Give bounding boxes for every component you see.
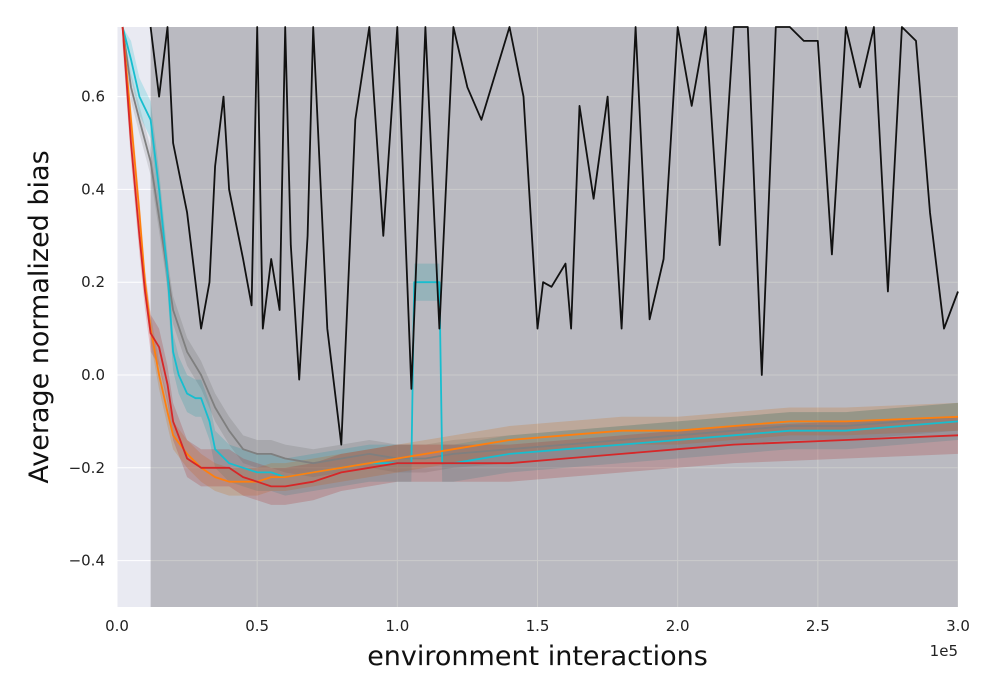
grid: [116, 27, 959, 607]
x-tick-label: 1.5: [526, 617, 550, 635]
y-tick-label: 0.6: [81, 88, 105, 106]
x-tick-labels: 0.0 0.5 1.0 1.5 2.0 2.5 3.0: [105, 617, 970, 635]
x-tick-label: 2.0: [666, 617, 690, 635]
x-tick-label: 0.5: [245, 617, 269, 635]
x-tick-label: 2.5: [806, 617, 830, 635]
x-axis-offset-label: 1e5: [930, 642, 958, 660]
y-tick-label: 0.0: [81, 366, 105, 384]
series-0-band: [122, 27, 958, 478]
y-tick-label: −0.2: [69, 459, 105, 477]
x-tick-label: 0.0: [105, 617, 129, 635]
y-tick-label: 0.2: [81, 273, 105, 291]
series-lines: [121, 26, 959, 488]
series-3-line: [121, 26, 959, 488]
x-tick-label: 3.0: [946, 617, 970, 635]
y-axis-label: Average normalized bias: [24, 150, 55, 483]
x-axis-label: environment interactions: [367, 641, 708, 672]
series-2-line: [121, 26, 959, 483]
series-0-line: [121, 26, 959, 465]
y-tick-label: −0.4: [69, 552, 105, 570]
x-tick-label: 1.0: [385, 617, 409, 635]
confidence-bands: [122, 27, 958, 607]
y-tick-label: 0.4: [81, 180, 105, 198]
series-3-band: [122, 27, 958, 505]
y-tick-labels: −0.4 −0.2 0.0 0.2 0.4 0.6: [69, 88, 105, 570]
series-4-line: [149, 26, 959, 446]
series-4-band: [150, 27, 958, 607]
